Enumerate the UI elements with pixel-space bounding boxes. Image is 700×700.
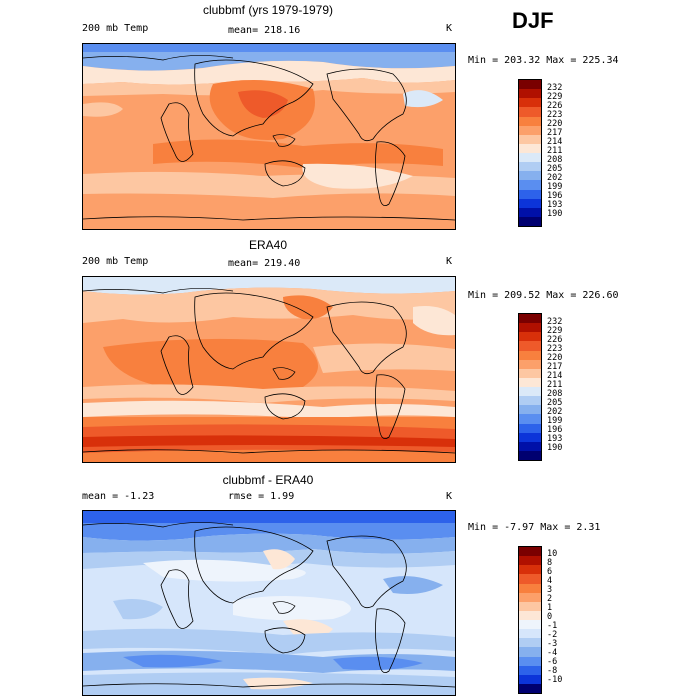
panel-3-colorbar-label: 2 xyxy=(547,594,553,604)
panel-2-map xyxy=(82,276,456,463)
panel-1-colorbar xyxy=(518,79,542,227)
panel-3-rmse-label: rmse = 1.99 xyxy=(228,491,295,502)
panel-2-colorbar-label: 223 xyxy=(547,344,563,354)
panel-3-title: clubbmf - ERA40 xyxy=(222,473,314,487)
panel-2-colorbar-label: 196 xyxy=(547,425,563,435)
panel-1-colorbar-label: 199 xyxy=(547,182,563,192)
panel-1-colorbar-label: 208 xyxy=(547,155,563,165)
panel-2-colorbar-label: 220 xyxy=(547,353,563,363)
panel-3-minmax-label: Min = -7.97 Max = 2.31 xyxy=(468,522,601,533)
panel-1-colorbar-label: 193 xyxy=(547,200,563,210)
panel-3-colorbar-label: -2 xyxy=(547,630,558,640)
panel-1-colorbar-label: 226 xyxy=(547,101,563,111)
panel-2-colorbar-label: 229 xyxy=(547,326,563,336)
panel-3-colorbar-label: 10 xyxy=(547,549,558,559)
panel-3-colorbar-label: 3 xyxy=(547,585,553,595)
panel-2-colorbar-label: 232 xyxy=(547,317,563,327)
panel-1-colorbar-label: 217 xyxy=(547,128,563,138)
panel-3-colorbar-label: -6 xyxy=(547,657,558,667)
panel-1-colorbar-label: 223 xyxy=(547,110,563,120)
panel-1-minmax-label: Min = 203.32 Max = 225.34 xyxy=(468,55,619,66)
panel-1-map xyxy=(82,43,456,230)
panel-1-colorbar-label: 232 xyxy=(547,83,563,93)
panel-2-colorbar-label: 199 xyxy=(547,416,563,426)
panel-3-colorbar-label: -8 xyxy=(547,666,558,676)
panel-1-title: clubbmf (yrs 1979-1979) xyxy=(202,3,334,17)
panel-2-colorbar-label: 193 xyxy=(547,434,563,444)
panel-1-colorbar-label: 214 xyxy=(547,137,563,147)
panel-2-mean-label: mean= 219.40 xyxy=(228,258,301,269)
panel-3-colorbar xyxy=(518,546,542,694)
panel-3-colorbar-label: 4 xyxy=(547,576,553,586)
panel-1-colorbar-label: 211 xyxy=(547,146,563,156)
panel-2-colorbar-label: 211 xyxy=(547,380,563,390)
panel-3-colorbar-label: -10 xyxy=(547,675,563,685)
panel-1-colorbar-label: 196 xyxy=(547,191,563,201)
panel-2-colorbar-label: 202 xyxy=(547,407,563,417)
panel-3-unit-label: K xyxy=(446,491,453,502)
panel-3-colorbar-label: -4 xyxy=(547,648,558,658)
panel-2-variable-label: 200 mb Temp xyxy=(82,256,149,267)
panel-3-colorbar-label: -1 xyxy=(547,621,558,631)
panel-2-minmax-label: Min = 209.52 Max = 226.60 xyxy=(468,290,619,301)
panel-3-mean-label: mean = -1.23 xyxy=(82,491,155,502)
panel-3-colorbar-label: 6 xyxy=(547,567,553,577)
panel-3-colorbar-label: 8 xyxy=(547,558,553,568)
panel-2-colorbar xyxy=(518,313,542,461)
panel-1-colorbar-label: 229 xyxy=(547,92,563,102)
panel-3-map xyxy=(82,510,456,696)
panel-2-colorbar-label: 226 xyxy=(547,335,563,345)
panel-1-mean-label: mean= 218.16 xyxy=(228,25,301,36)
panel-1-colorbar-label: 202 xyxy=(547,173,563,183)
panel-2-colorbar-label: 205 xyxy=(547,398,563,408)
panel-3-colorbar-label: 0 xyxy=(547,612,553,622)
panel-1-colorbar-label: 220 xyxy=(547,119,563,129)
panel-1-colorbar-label: 205 xyxy=(547,164,563,174)
panel-2-colorbar-label: 190 xyxy=(547,443,563,453)
panel-1-colorbar-label: 190 xyxy=(547,209,563,219)
panel-2-unit-label: K xyxy=(446,256,453,267)
panel-1-unit-label: K xyxy=(446,23,453,34)
panel-3-colorbar-label: 1 xyxy=(547,603,553,613)
panel-2-colorbar-label: 208 xyxy=(547,389,563,399)
panel-2-colorbar-label: 214 xyxy=(547,371,563,381)
panel-2-title: ERA40 xyxy=(248,238,288,252)
panel-1-variable-label: 200 mb Temp xyxy=(82,23,149,34)
panel-3-colorbar-label: -3 xyxy=(547,639,558,649)
season-label: DJF xyxy=(512,8,554,33)
panel-2-colorbar-label: 217 xyxy=(547,362,563,372)
